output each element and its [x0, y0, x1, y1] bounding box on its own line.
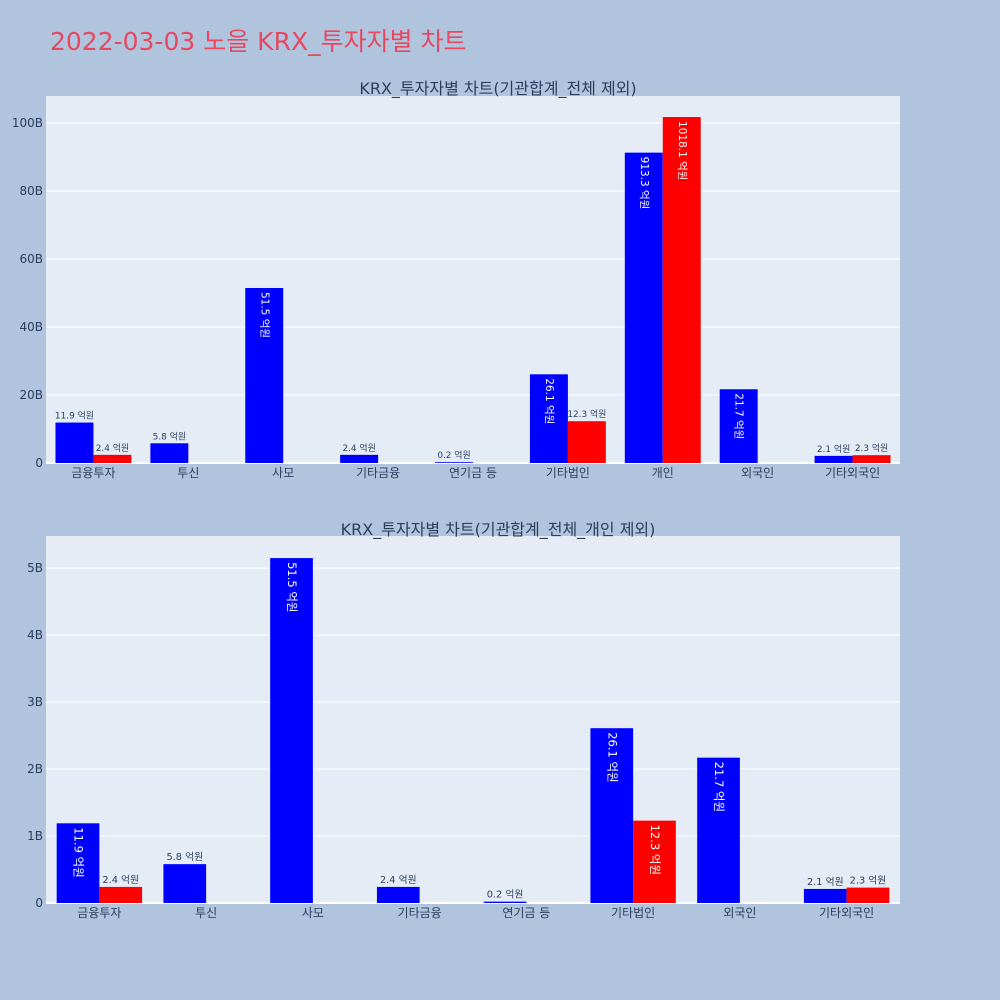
x-tick-label: 연기금 등	[449, 466, 497, 480]
bar-sell	[662, 117, 701, 463]
data-label: 1018.1 억원	[676, 121, 688, 180]
bar-buy	[376, 886, 420, 903]
y-tick-label: 3B	[27, 695, 43, 709]
bar-buy	[719, 389, 758, 463]
bar-buy	[150, 443, 189, 463]
y-tick-label: 1B	[27, 829, 43, 843]
bar-sell	[99, 886, 143, 903]
data-label: 5.8 억원	[153, 430, 186, 442]
bar-buy	[56, 823, 100, 903]
y-tick-label: 2B	[27, 762, 43, 776]
data-label: 51.5 억원	[285, 562, 299, 612]
x-tick-label: 기타법인	[546, 466, 590, 480]
x-tick-label: 금융투자	[77, 906, 121, 920]
data-label: 2.1 억원	[817, 443, 850, 455]
data-label: 5.8 억원	[166, 851, 203, 863]
bar-buy	[270, 558, 313, 903]
data-label: 26.1 억원	[543, 378, 555, 424]
x-tick-label: 금융투자	[71, 466, 115, 480]
bar-buy	[483, 901, 527, 903]
bar-sell	[93, 454, 132, 463]
y-tick-label: 5B	[27, 561, 43, 575]
y-tick-label: 100B	[12, 116, 43, 130]
data-label: 21.7 억원	[712, 762, 726, 812]
x-tick-label: 사모	[302, 906, 324, 920]
bar-buy	[697, 757, 740, 903]
bar-buy	[590, 728, 634, 903]
x-tick-label: 외국인	[741, 466, 774, 480]
bar-buy	[435, 462, 473, 463]
data-label: 0.2 억원	[437, 449, 470, 461]
bar-sell	[567, 421, 606, 463]
y-tick-label: 4B	[27, 628, 43, 642]
data-label: 11.9 억원	[55, 410, 94, 422]
bar-buy	[245, 287, 284, 463]
x-tick-label: 기타법인	[611, 906, 655, 920]
y-tick-label: 40B	[19, 320, 43, 334]
bar-buy	[340, 454, 379, 463]
x-tick-label: 외국인	[723, 906, 756, 920]
bar-sell	[846, 887, 890, 903]
chart-excluding-individual: 0 1B 2B 3B 4B 5B KRX_투자자별 차트(기관합계_전체_개인 제외) 금융투…	[27, 520, 900, 920]
y-tick-label: 0	[35, 456, 43, 470]
x-tick-label: 기타금융	[356, 466, 400, 480]
data-label: 11.9 억원	[72, 827, 86, 877]
x-tick-label: 투신	[177, 466, 199, 480]
y-tick-label: 0	[35, 896, 43, 910]
plot-area	[46, 536, 900, 903]
bar-buy	[814, 455, 853, 463]
data-label: 2.1 억원	[807, 876, 844, 888]
chart-title: KRX_투자자별 차트(기관합계_전체_개인 제외)	[341, 520, 656, 540]
data-label: 51.5 억원	[258, 292, 270, 338]
bar-buy	[529, 374, 568, 463]
bar-sell	[633, 820, 676, 903]
data-label: 12.3 억원	[648, 825, 662, 875]
x-tick-label: 기타금융	[398, 906, 442, 920]
data-label: 2.3 억원	[855, 442, 888, 454]
bar-buy	[163, 864, 207, 903]
chart-title: KRX_투자자별 차트(기관합계_전체 제외)	[359, 79, 636, 99]
data-label: 2.4 억원	[342, 442, 375, 454]
data-label: 21.7 억원	[733, 393, 745, 439]
x-tick-label: 사모	[272, 466, 294, 480]
data-label: 0.2 억원	[487, 889, 524, 901]
bar-buy	[803, 888, 847, 903]
x-tick-label: 기타외국인	[825, 466, 880, 480]
y-tick-label: 60B	[19, 252, 43, 266]
bar-buy	[55, 422, 94, 463]
data-label: 2.3 억원	[850, 875, 887, 887]
y-tick-label: 80B	[19, 184, 43, 198]
x-tick-label: 투신	[195, 906, 217, 920]
bar-sell	[852, 455, 891, 463]
x-tick-label: 개인	[652, 466, 674, 480]
plot-area	[46, 96, 900, 463]
data-label: 26.1 억원	[605, 732, 619, 782]
chart-all-investors: 0 20B 40B 60B 80B 100B KRX_투자자별 차트(기관합계_전체 제외)…	[12, 79, 900, 480]
data-label: 913.3 억원	[638, 157, 650, 210]
x-tick-label: 기타외국인	[819, 906, 874, 920]
page-title: 2022-03-03 노을 KRX_투자자별 차트	[50, 27, 467, 56]
x-tick-label: 연기금 등	[502, 906, 550, 920]
y-tick-label: 20B	[19, 388, 43, 402]
data-label: 2.4 억원	[102, 874, 139, 886]
data-label: 2.4 억원	[96, 442, 129, 454]
data-label: 2.4 억원	[380, 874, 417, 886]
bar-buy	[624, 152, 663, 463]
data-label: 12.3 억원	[567, 408, 606, 420]
